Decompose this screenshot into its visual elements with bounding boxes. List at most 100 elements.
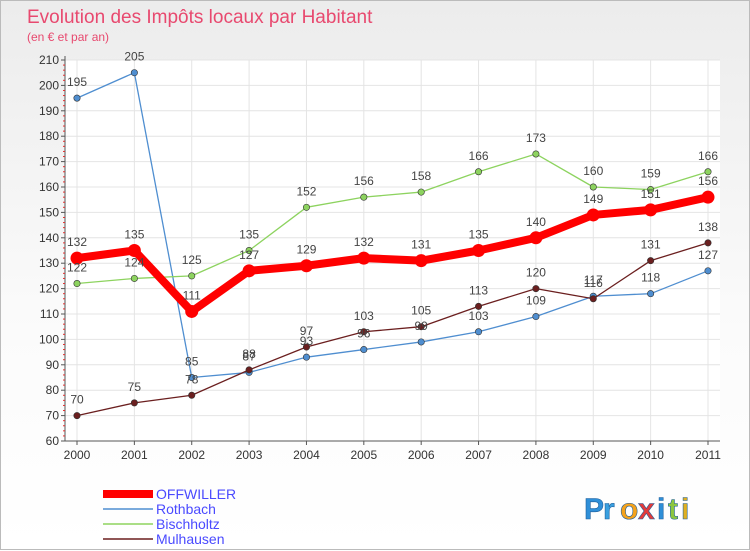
series-line-bischholtz xyxy=(76,153,709,285)
data-point-bischholtz xyxy=(360,193,368,201)
y-tick-label: 130 xyxy=(39,256,59,270)
data-point-rothbach xyxy=(704,267,712,275)
data-label-rothbach: 93 xyxy=(300,334,314,348)
data-point-mulhausen xyxy=(532,285,540,293)
data-point-rothbach xyxy=(73,94,81,102)
data-label-rothbach: 85 xyxy=(185,355,199,369)
y-tick-label: 160 xyxy=(39,180,59,194)
logo-letter: t xyxy=(668,493,678,526)
data-label-bischholtz: 122 xyxy=(67,261,87,275)
x-tick-label: 2008 xyxy=(523,448,550,462)
data-point-rothbach xyxy=(647,290,655,298)
data-label-offwiller: 132 xyxy=(354,235,374,249)
x-tick-label: 2002 xyxy=(178,448,205,462)
data-label-bischholtz: 156 xyxy=(354,174,374,188)
data-label-mulhausen: 131 xyxy=(641,238,661,252)
data-point-offwiller xyxy=(185,304,199,318)
data-label-rothbach: 87 xyxy=(242,349,256,363)
chart-subtitle: (en € et par an) xyxy=(27,30,109,44)
data-label-rothbach: 103 xyxy=(469,309,489,323)
y-tick-label: 100 xyxy=(39,332,59,346)
data-point-rothbach xyxy=(302,353,310,361)
data-label-offwiller: 132 xyxy=(67,235,87,249)
y-tick-label: 70 xyxy=(46,409,60,423)
x-tick-label: 2000 xyxy=(64,448,91,462)
data-point-offwiller xyxy=(701,190,715,204)
plot-area xyxy=(65,60,720,441)
series-line-offwiller xyxy=(73,193,712,316)
y-tick-label: 210 xyxy=(39,53,59,67)
logo-letter: r xyxy=(603,493,615,526)
data-point-mulhausen xyxy=(130,399,138,407)
data-point-offwiller xyxy=(127,244,141,257)
data-label-mulhausen: 113 xyxy=(469,283,488,297)
data-point-bischholtz xyxy=(188,272,196,280)
data-point-rothbach xyxy=(360,346,368,354)
legend-label-mulhausen: Mulhausen xyxy=(156,531,225,547)
data-point-mulhausen xyxy=(73,412,81,420)
data-point-mulhausen xyxy=(589,295,597,303)
data-label-rothbach: 117 xyxy=(584,273,603,287)
data-label-rothbach: 205 xyxy=(124,50,144,64)
y-tick-label: 190 xyxy=(39,104,59,118)
logo-letter: i xyxy=(657,493,665,526)
data-label-mulhausen: 78 xyxy=(185,372,199,386)
data-point-offwiller xyxy=(242,264,256,278)
data-label-rothbach: 109 xyxy=(526,294,546,308)
data-point-bischholtz xyxy=(302,203,310,211)
x-tick-label: 2011 xyxy=(695,448,721,462)
data-point-offwiller xyxy=(299,259,313,273)
data-point-mulhausen xyxy=(475,302,483,310)
x-axis-ticks: 2000 2001 2002 2003 2004 2005 2006 2007 2008 2009… xyxy=(64,441,721,462)
series-line-mulhausen xyxy=(76,242,709,417)
y-tick-label: 120 xyxy=(39,282,59,296)
data-point-offwiller xyxy=(472,244,486,257)
x-tick-label: 2005 xyxy=(350,448,377,462)
data-label-offwiller: 111 xyxy=(183,288,202,302)
data-point-rothbach xyxy=(475,328,483,336)
data-label-bischholtz: 125 xyxy=(182,253,202,267)
data-label-bischholtz: 158 xyxy=(411,169,431,183)
data-label-bischholtz: 124 xyxy=(124,255,144,269)
x-tick-label: 2003 xyxy=(236,448,263,462)
y-tick-label: 110 xyxy=(40,307,59,321)
data-point-bischholtz xyxy=(647,186,655,194)
data-point-offwiller xyxy=(70,251,84,265)
data-point-mulhausen xyxy=(360,328,368,336)
series-group xyxy=(70,69,715,420)
y-axis-ticks: 60 70 80 90 100 110 120 130 140 150 160 170 180 190 20… xyxy=(39,53,59,448)
data-label-mulhausen: 70 xyxy=(70,393,84,407)
y-tick-label: 170 xyxy=(39,155,59,169)
data-point-rothbach xyxy=(417,338,425,346)
data-label-mulhausen: 97 xyxy=(300,324,314,338)
data-label-rothbach: 127 xyxy=(698,248,718,262)
data-label-rothbach: 118 xyxy=(641,271,660,285)
data-point-bischholtz xyxy=(475,168,483,176)
data-label-rothbach: 99 xyxy=(415,319,429,333)
x-tick-label: 2006 xyxy=(408,448,435,462)
y-tick-label: 140 xyxy=(39,231,59,245)
data-label-bischholtz: 160 xyxy=(583,164,603,178)
data-point-bischholtz xyxy=(417,188,425,196)
data-label-mulhausen: 103 xyxy=(354,309,374,323)
x-tick-label: 2004 xyxy=(293,448,320,462)
data-point-bischholtz xyxy=(589,183,597,191)
data-label-rothbach: 195 xyxy=(67,75,87,89)
legend-label-rothbach: Rothbach xyxy=(156,501,216,517)
data-label-mulhausen: 105 xyxy=(411,304,431,318)
data-label-bischholtz: 135 xyxy=(239,228,259,242)
data-label-offwiller: 131 xyxy=(411,238,431,252)
data-point-rothbach xyxy=(130,69,138,77)
plot-background xyxy=(65,60,720,441)
data-point-rothbach xyxy=(532,313,540,321)
y-tick-label: 150 xyxy=(39,205,59,219)
x-tick-label: 2010 xyxy=(637,448,664,462)
data-point-offwiller xyxy=(414,254,428,268)
x-tick-label: 2001 xyxy=(121,448,148,462)
y-tick-label: 180 xyxy=(39,129,59,143)
y-tick-label: 90 xyxy=(46,358,60,372)
logo-letter: x xyxy=(638,493,655,526)
data-label-mulhausen: 120 xyxy=(526,266,546,280)
logo-letter: P xyxy=(584,493,604,526)
